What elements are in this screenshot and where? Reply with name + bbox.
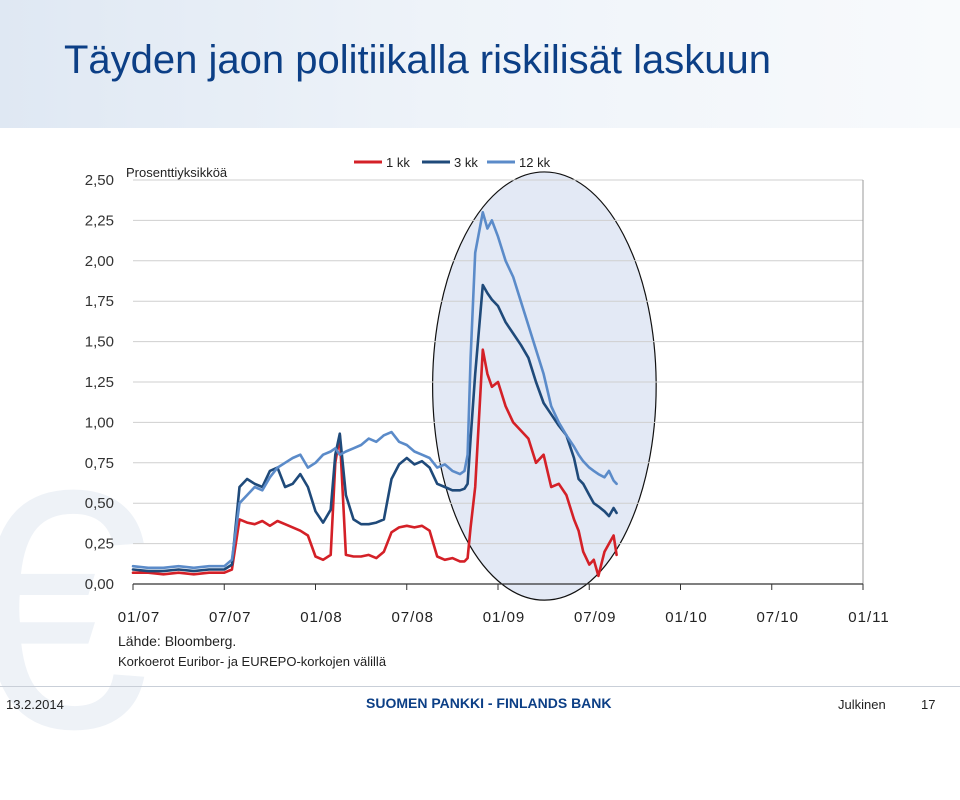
x-tick-label: 01/11 [848,609,889,626]
y-tick-label: 0,25 [85,536,114,553]
y-tick-label: 2,25 [85,212,114,229]
x-tick-label: 01/10 [665,609,708,626]
source-text: Lähde: Bloomberg. [118,633,237,649]
y-tick-label: 1,50 [85,334,114,351]
y-tick-label: 1,00 [85,414,114,431]
crisis-highlight-ellipse [432,171,657,601]
y-tick-label: 0,00 [85,576,114,593]
footer-bank-name: SUOMEN PANKKI - FINLANDS BANK [366,695,612,711]
slide-title: Täyden jaon politiikalla riskilisät lask… [64,38,772,82]
x-tick-label: 01/09 [483,609,526,626]
y-axis-unit-label: Prosenttiyksikköä [126,165,228,180]
y-tick-label: 2,50 [85,172,114,189]
legend-label: 12 kk [519,155,551,170]
line-chart: 0,00 0,25 0,50 0,75 1,00 1,25 1,50 1,75 2,00 2,25… [85,155,889,626]
y-tick-label: 1,75 [85,293,114,310]
x-tick-label: 07/10 [756,609,799,626]
footer-date: 13.2.2014 [6,697,64,712]
x-tick-label: 01/07 [118,609,161,626]
series-line-3-kk [131,283,618,573]
series-line-12-kk [131,211,618,570]
x-tick-label: 07/07 [209,609,252,626]
footer-divider [0,686,960,687]
footer-page-number: 17 [921,697,936,712]
x-tick-label: 01/08 [300,609,343,626]
legend-item: 3 kk [422,155,478,170]
y-tick-label: 0,75 [85,455,114,472]
x-tick-label: 07/08 [391,609,434,626]
series-line-1-kk [131,348,618,578]
y-tick-label: 0,50 [85,495,114,512]
header-band [0,0,960,128]
legend-label: 1 kk [386,155,410,170]
footer-classification: Julkinen [838,697,886,712]
y-tick-label: 1,25 [85,374,114,391]
legend-item: 1 kk [354,155,410,170]
y-tick-label: 2,00 [85,253,114,270]
legend-item: 12 kk [487,155,551,170]
legend-label: 3 kk [454,155,478,170]
note-text: Korkoerot Euribor- ja EUREPO-korkojen vä… [118,654,387,669]
x-tick-label: 07/09 [574,609,617,626]
